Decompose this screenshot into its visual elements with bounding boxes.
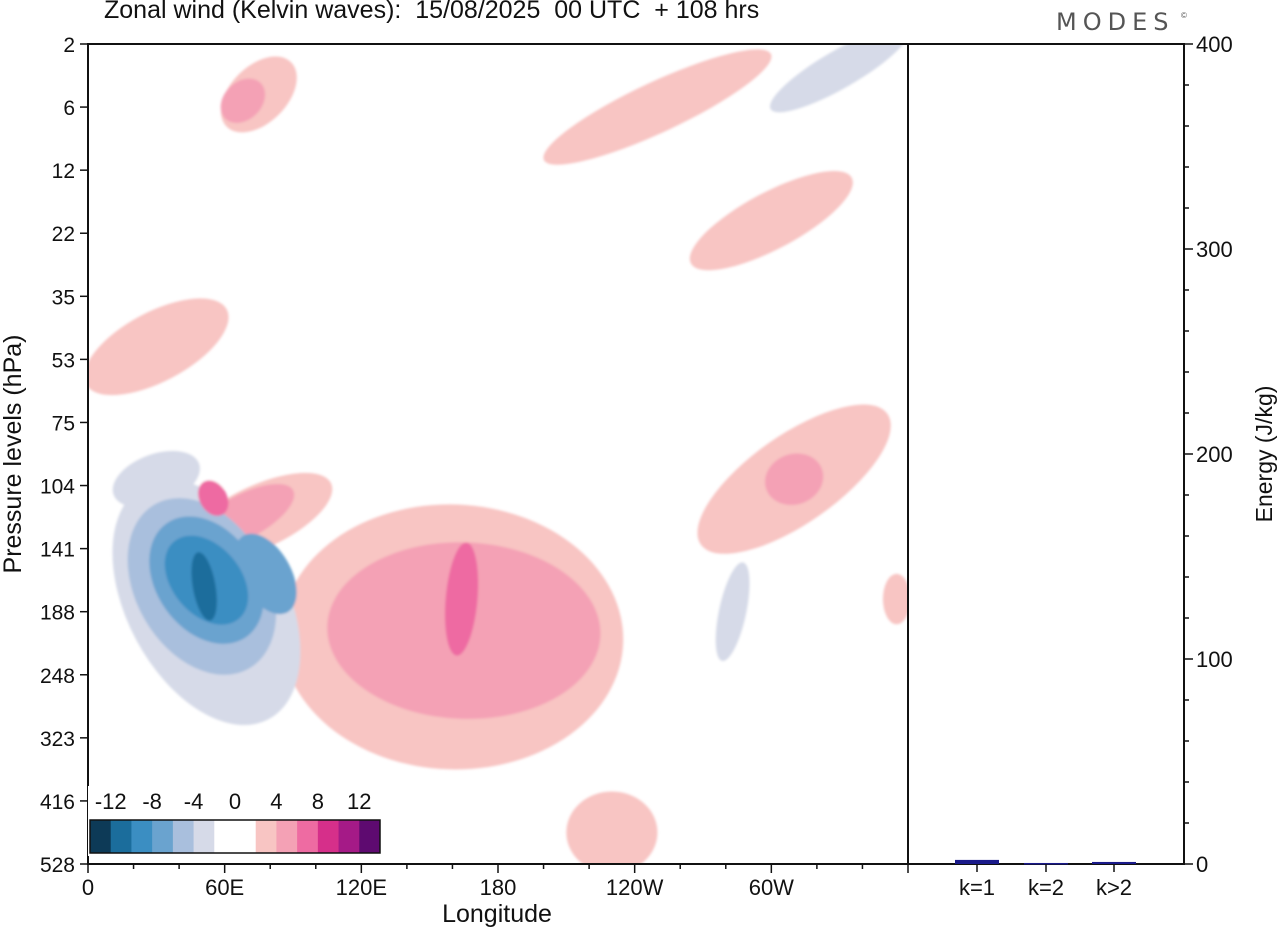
- y-tick-label: 2: [63, 34, 75, 57]
- energy-tick-label: 300: [1196, 237, 1233, 262]
- pressure-axis: 2 6 12 22 35 53 75 104 141 188 248 323 416 528: [40, 34, 88, 877]
- energy-bar: [1092, 861, 1136, 864]
- y-tick-label: 248: [40, 665, 75, 688]
- y-tick-label: 75: [52, 412, 75, 435]
- longitude-axis: 0 60E 120E 180 120W 60W: [82, 864, 909, 900]
- y-tick-label: 35: [52, 286, 75, 309]
- colorbar-swatch: [235, 820, 257, 853]
- brand-logo: MODES: [1056, 8, 1175, 36]
- y-tick-label: 416: [40, 791, 75, 814]
- x-tick-label: 60E: [205, 875, 244, 900]
- colorbar-swatch: [172, 820, 195, 853]
- x-axis-label: Longitude: [442, 900, 552, 928]
- hovmoller-heatmap: [88, 44, 908, 864]
- energy-bar: [955, 859, 999, 864]
- colorbar-swatch: [338, 820, 360, 853]
- energy-axis: 0 100 200 300 400: [1184, 32, 1233, 877]
- colorbar-swatch: [255, 820, 277, 853]
- y-axis-label: Pressure levels (hPa): [0, 335, 27, 574]
- easterly-anomaly-region: [617, 297, 835, 447]
- energy-tick-label: 0: [1196, 852, 1208, 877]
- colorbar-swatch: [90, 820, 112, 853]
- colorbar-swatch: [152, 820, 174, 853]
- energy-tick-label: 400: [1196, 32, 1233, 57]
- easterly-anomaly-region: [769, 44, 908, 113]
- y-tick-label: 528: [40, 854, 75, 877]
- energy-axis-label: Energy (J/kg): [1251, 386, 1277, 523]
- x-tick-label: 120W: [606, 875, 664, 900]
- x-tick-label: 0: [82, 875, 94, 900]
- energy-bars: k=1 k=2 k>2: [955, 859, 1136, 900]
- colorbar-label: -4: [184, 789, 204, 814]
- easterly-anomaly-region: [191, 552, 217, 621]
- energy-tick-label: 200: [1196, 442, 1233, 467]
- colorbar-label: -12: [95, 789, 127, 814]
- energy-category-label: k=1: [959, 875, 995, 900]
- y-tick-label: 323: [40, 728, 75, 751]
- energy-category-label: k>2: [1096, 875, 1132, 900]
- westerly-anomaly-region: [566, 791, 658, 864]
- colorbar-swatch: [214, 820, 236, 853]
- colorbar-legend: -12 -8 -4 0 4 8 12: [88, 786, 382, 856]
- y-tick-label: 22: [52, 223, 75, 246]
- colorbar-swatch: [131, 820, 153, 853]
- easterly-anomaly-region: [632, 72, 908, 243]
- easterly-anomaly-region: [799, 495, 908, 577]
- colorbar-label: 12: [347, 789, 371, 814]
- colorbar-swatch: [110, 820, 132, 853]
- y-tick-label: 53: [52, 349, 75, 372]
- easterly-anomaly-region: [862, 687, 908, 814]
- chart-title: Zonal wind (Kelvin waves): 15/08/2025 00…: [104, 0, 760, 24]
- colorbar-label: 0: [229, 789, 241, 814]
- easterly-anomaly-region: [112, 450, 201, 508]
- energy-tick-label: 100: [1196, 647, 1233, 672]
- colorbar-swatch: [276, 820, 298, 853]
- easterly-anomaly-region: [91, 150, 290, 215]
- y-tick-label: 12: [52, 160, 75, 183]
- x-tick-label: 180: [480, 875, 517, 900]
- westerly-anomaly-region: [764, 453, 824, 506]
- y-tick-label: 188: [40, 602, 75, 625]
- colorbar-label: -8: [142, 789, 162, 814]
- colorbar-border: [89, 819, 381, 854]
- westerly-anomaly-region: [543, 49, 772, 165]
- westerly-anomaly-region: [689, 171, 853, 271]
- energy-bar: [1024, 862, 1068, 865]
- x-tick-label: 60W: [749, 875, 794, 900]
- colorbar-label: 4: [270, 789, 282, 814]
- colorbar-swatch: [359, 820, 381, 853]
- westerly-anomaly-region: [444, 542, 479, 656]
- colorbar-swatch: [193, 820, 215, 853]
- easterly-anomaly-region: [715, 562, 750, 662]
- colorbar-label: 8: [312, 789, 324, 814]
- x-tick-label: 120E: [336, 875, 387, 900]
- westerly-anomaly-region: [882, 573, 908, 625]
- colorbar-swatch: [317, 820, 340, 853]
- brand-copyright-mark: ©: [1181, 11, 1187, 20]
- easterly-anomaly-region: [234, 533, 297, 615]
- energy-category-label: k=2: [1028, 875, 1064, 900]
- y-tick-label: 141: [40, 539, 75, 562]
- y-tick-label: 6: [63, 97, 75, 120]
- westerly-anomaly-region: [220, 78, 266, 123]
- energy-panel-frame: [907, 43, 1185, 865]
- y-tick-label: 104: [40, 476, 75, 499]
- westerly-anomaly-region: [88, 298, 229, 396]
- colorbar-swatch: [297, 820, 319, 853]
- westerly-anomaly-region: [198, 480, 229, 516]
